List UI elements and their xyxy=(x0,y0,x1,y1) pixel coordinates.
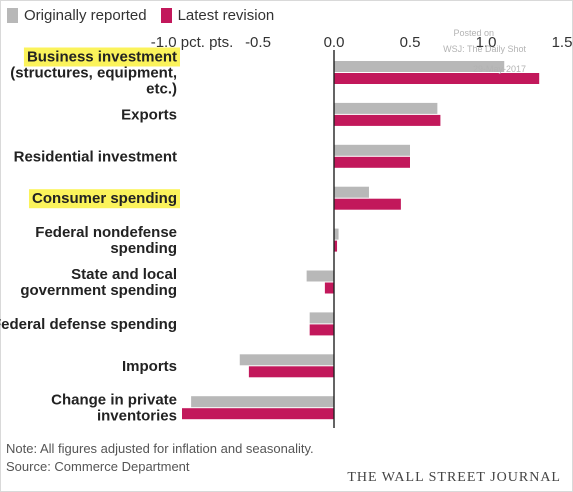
category-label: State and local xyxy=(71,266,177,283)
legend-swatch-revision xyxy=(160,7,172,23)
bar-original xyxy=(309,312,334,324)
category-highlight xyxy=(23,47,180,67)
category-label: Federal nondefense xyxy=(35,224,177,241)
x-tick-label: 0.5 xyxy=(400,34,421,51)
bar-original xyxy=(334,61,505,72)
category-label: government spending xyxy=(20,282,177,299)
category-label: Exports xyxy=(121,106,177,123)
bar-original xyxy=(334,144,410,156)
watermark-text: Posted on xyxy=(453,28,494,38)
bar-original xyxy=(334,102,438,114)
legend-item-revision: Latest revision xyxy=(160,6,275,24)
category-label: Federal defense spending xyxy=(0,316,177,333)
bar-revision xyxy=(334,198,401,210)
category-label: etc.) xyxy=(146,81,177,98)
bar-revision xyxy=(334,240,338,252)
legend-label-revision: Latest revision xyxy=(177,6,275,24)
category-highlight xyxy=(28,189,180,209)
bar-original xyxy=(334,186,369,198)
watermark-text: WSJ: The Daily Shot xyxy=(443,44,526,54)
category-label: inventories xyxy=(97,408,177,425)
bar-revision xyxy=(182,408,334,420)
bar-revision xyxy=(334,73,540,84)
x-tick-label: 1.0 xyxy=(476,34,497,51)
x-tick-label: -0.5 xyxy=(245,34,271,51)
bar-revision xyxy=(334,114,441,126)
category-label: Residential investment xyxy=(14,148,177,165)
bar-revision xyxy=(334,156,410,168)
legend-label-original: Originally reported xyxy=(24,6,147,24)
watermark-text: 29-May-2017 xyxy=(473,64,526,74)
chart-source: Source: Commerce Department xyxy=(6,459,190,474)
publisher-brand: THE WALL STREET JOURNAL xyxy=(347,470,561,485)
bar-revision xyxy=(248,366,334,378)
bar-original xyxy=(334,228,339,240)
legend: Originally reported Latest revision xyxy=(7,6,288,24)
chart-note: Note: All figures adjusted for inflation… xyxy=(6,441,314,456)
bar-original xyxy=(306,270,334,282)
legend-swatch-original xyxy=(7,7,18,23)
legend-item-original: Originally reported xyxy=(7,7,147,24)
bar-revision xyxy=(324,282,334,294)
x-tick-label: 0.0 xyxy=(324,34,345,51)
bar-original xyxy=(239,354,334,366)
bar-original xyxy=(191,396,334,408)
category-label: spending xyxy=(110,240,177,257)
category-label: Consumer spending xyxy=(32,190,177,207)
x-tick-label: -1.0 pct. pts. xyxy=(151,34,234,51)
category-label: (structures, equipment, xyxy=(10,65,177,82)
category-label: Imports xyxy=(122,358,177,375)
bar-revision xyxy=(309,324,334,336)
category-label: Change in private xyxy=(51,392,177,409)
x-tick-label: 1.5 xyxy=(552,34,573,51)
category-label: Business investment xyxy=(27,49,177,66)
